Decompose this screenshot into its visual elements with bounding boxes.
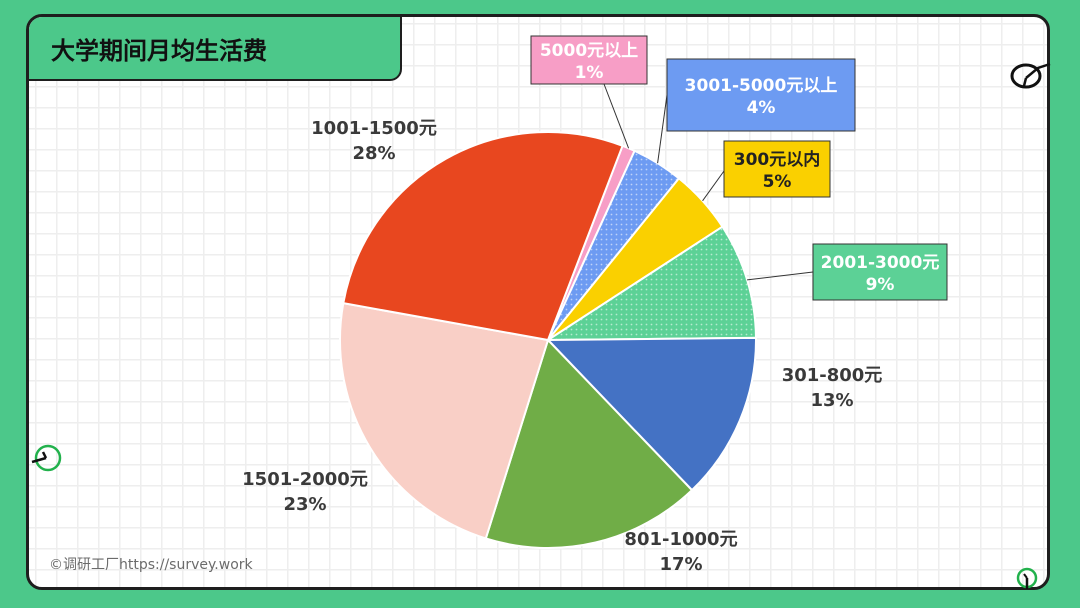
label-value-801-1000: 17% <box>659 554 702 575</box>
label-value-3001-5000: 4% <box>747 98 776 118</box>
doodle-circle-left-icon <box>31 444 62 472</box>
label-name-301-800: 301-800元 <box>782 365 883 386</box>
label-name-1001-1500: 1001-1500元 <box>311 118 437 139</box>
label-value-301-800: 13% <box>810 390 853 411</box>
leader-lines <box>603 83 814 281</box>
pie-slice-pattern-3001-5000 <box>548 150 679 340</box>
pie-slices <box>339 131 757 549</box>
label-box-300 <box>723 140 831 198</box>
label-box-2001-3000 <box>812 243 948 301</box>
label-value-1001-1500: 28% <box>352 143 395 164</box>
leader-line-3001-5000 <box>657 94 668 164</box>
chart-title: 大学期间月均生活费 <box>51 37 267 65</box>
label-box-5000 <box>530 35 648 85</box>
leader-line-2001-3000 <box>747 271 814 281</box>
label-name-300: 300元以内 <box>734 149 821 170</box>
doodle-circle-bottom-icon <box>1016 567 1038 589</box>
label-name-5000: 5000元以上 <box>540 41 638 61</box>
pie-slice-301-800 <box>545 336 757 492</box>
pie-slice-801-1000 <box>484 338 694 549</box>
data-label-301-800: 301-800元 13% <box>782 365 883 411</box>
label-name-3001-5000: 3001-5000元以上 <box>685 76 838 96</box>
label-name-801-1000: 801-1000元 <box>624 529 737 550</box>
label-name-2001-3000: 2001-3000元 <box>821 253 940 273</box>
label-name-1501-2000: 1501-2000元 <box>242 469 368 490</box>
title-banner: 大学期间月均生活费 <box>29 17 402 81</box>
watermark: ©调研工厂https://survey.work <box>49 557 253 573</box>
pie-slice-1501-2000 <box>339 302 550 540</box>
data-label-801-1000: 801-1000元 17% <box>624 529 737 575</box>
pie-slice-pattern-2001-3000 <box>548 226 756 340</box>
chart-card: 大学期间月均生活费 5000元以上 1% 3001-5000元以上 4% 300元以内 5… <box>26 14 1050 590</box>
leader-line-300 <box>702 170 725 202</box>
pie-slice-1001-1500 <box>342 131 624 342</box>
label-value-5000: 1% <box>575 63 604 83</box>
doodle-knot-icon <box>1010 62 1051 89</box>
data-label-1501-2000: 1501-2000元 23% <box>242 469 368 515</box>
label-box-3001-5000 <box>666 58 856 132</box>
label-value-2001-3000: 9% <box>866 275 895 295</box>
label-value-300: 5% <box>763 172 792 192</box>
label-value-1501-2000: 23% <box>283 494 326 515</box>
data-label-1001-1500: 1001-1500元 28% <box>311 118 437 164</box>
leader-line-5000 <box>603 83 630 149</box>
